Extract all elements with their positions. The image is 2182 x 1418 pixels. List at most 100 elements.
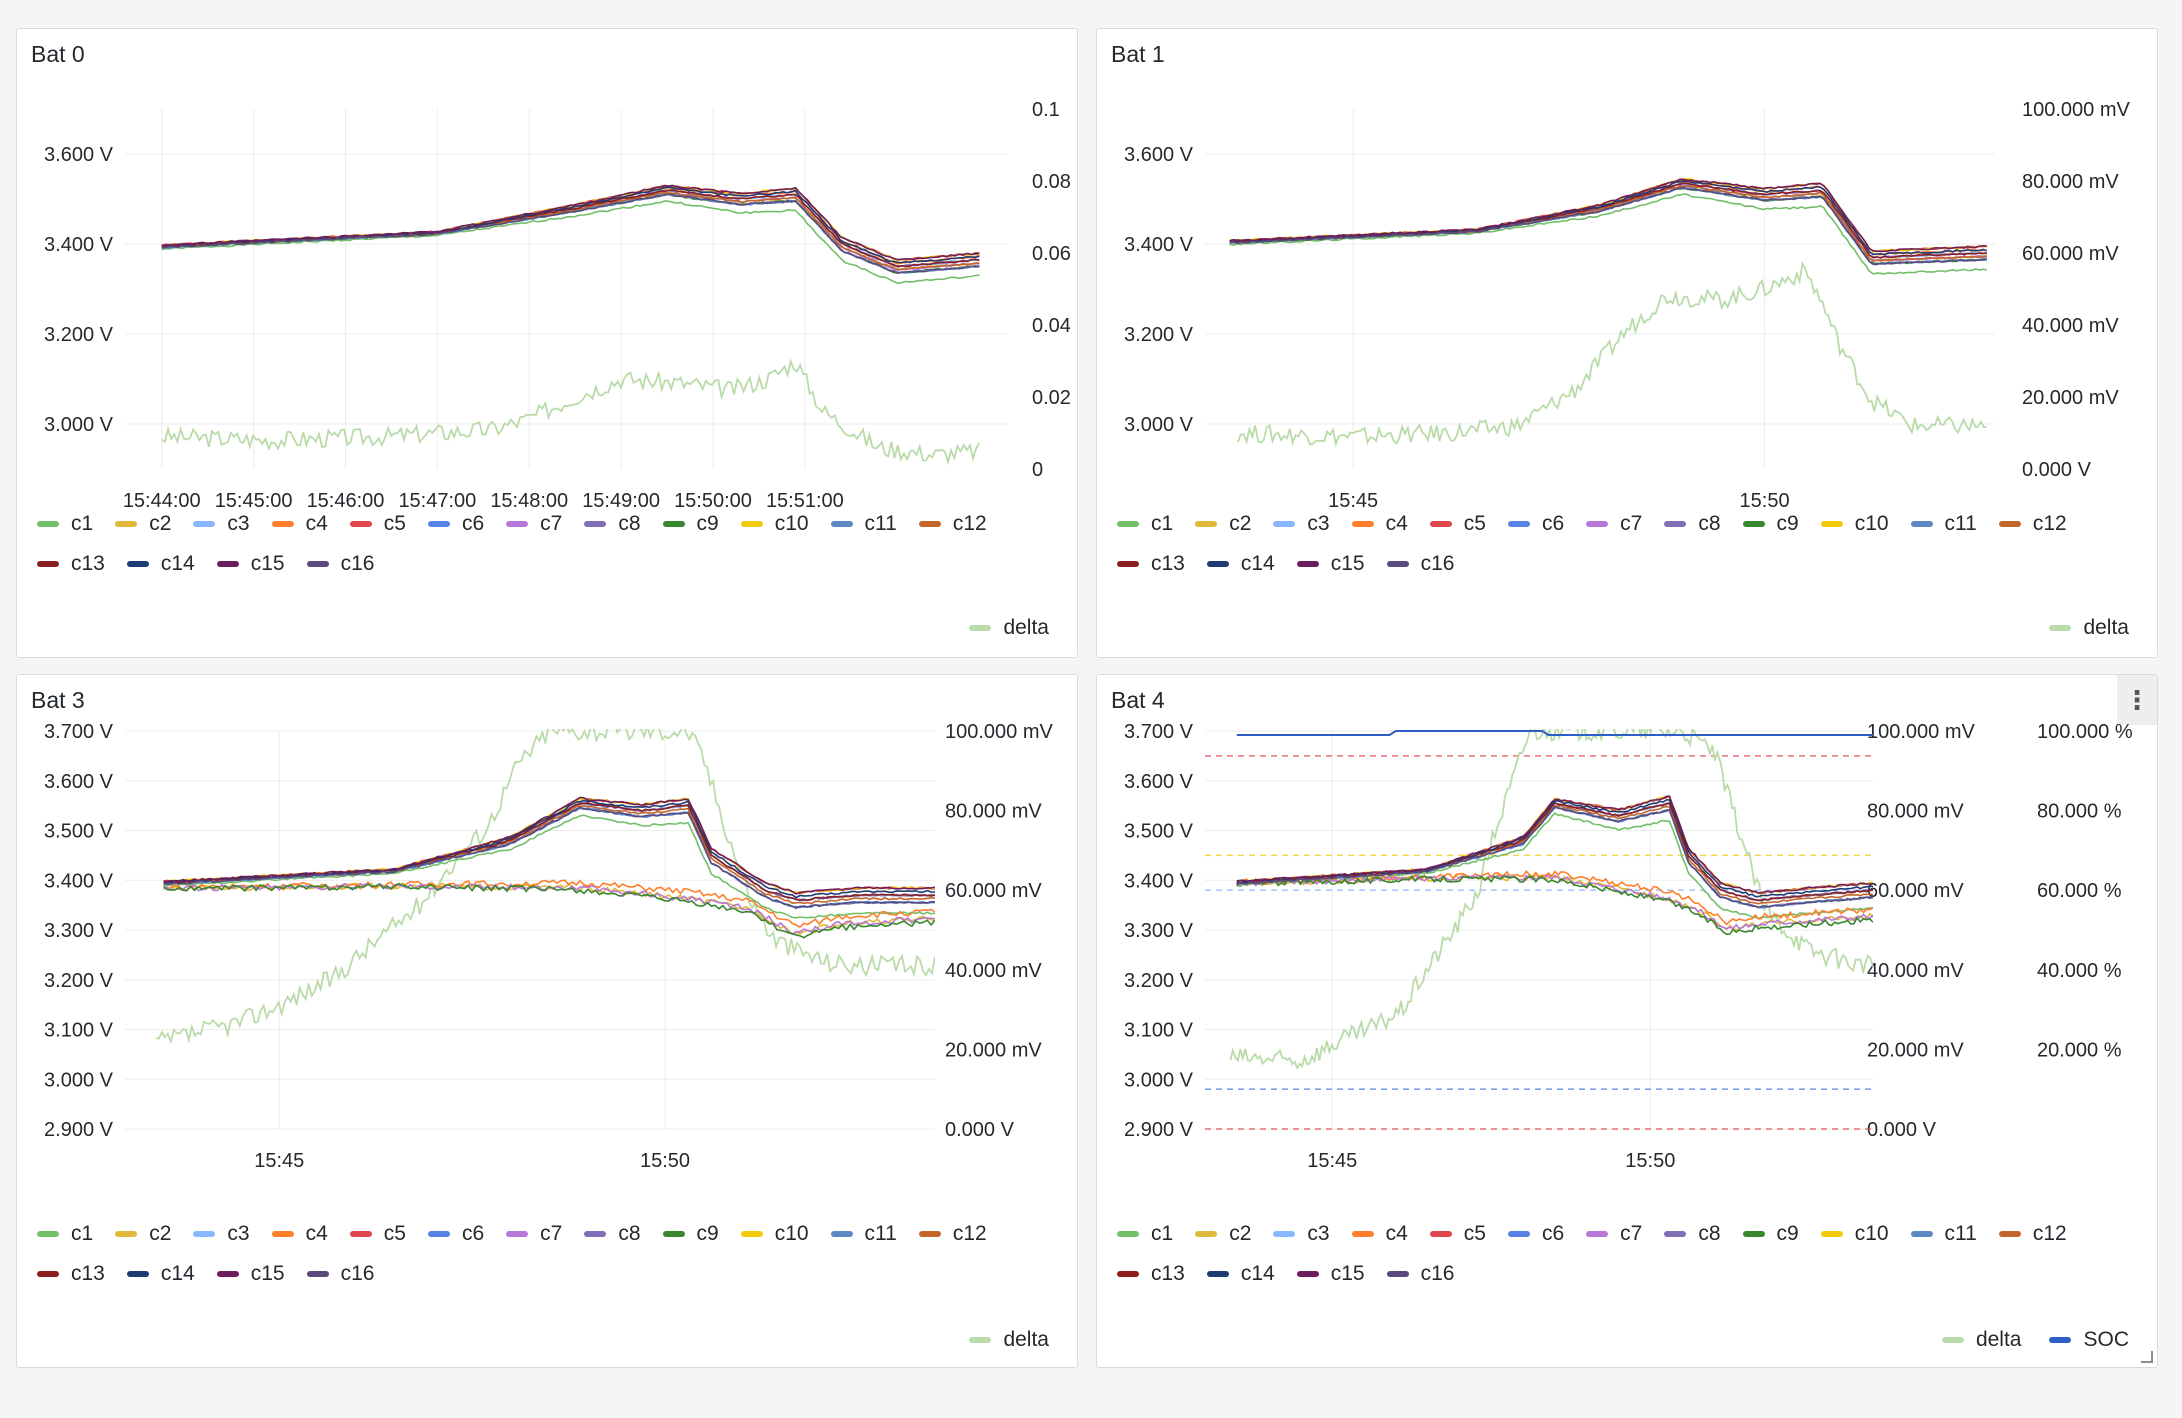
legend-item-c8[interactable]: c8 — [1664, 511, 1721, 537]
legend-right: delta — [2021, 615, 2129, 641]
legend-item-c4[interactable]: c4 — [271, 1221, 328, 1247]
y-left-tick-label: 3.200 V — [1124, 324, 1194, 346]
legend-swatch — [1296, 1271, 1319, 1277]
legend-item-c13[interactable]: c13 — [37, 551, 105, 577]
legend-item-c2[interactable]: c2 — [1195, 511, 1251, 537]
legend-item-c10[interactable]: c10 — [740, 511, 809, 537]
legend-item-c11[interactable]: c11 — [830, 511, 897, 537]
legend-swatch — [37, 1231, 59, 1237]
panel-menu-button[interactable]: ⋮ — [2117, 675, 2157, 725]
legend-item-c6[interactable]: c6 — [427, 511, 484, 537]
legend-item-c11[interactable]: c11 — [830, 1221, 897, 1247]
series-c9 — [163, 882, 935, 939]
legend-item-c15[interactable]: c15 — [216, 1261, 285, 1287]
legend-item-c3[interactable]: c3 — [193, 511, 250, 537]
legend-item-c12[interactable]: c12 — [918, 1221, 987, 1247]
legend-item-delta[interactable]: delta — [2049, 615, 2129, 641]
legend-item-c3[interactable]: c3 — [1273, 511, 1330, 537]
legend-item-c9[interactable]: c9 — [662, 1221, 719, 1247]
legend-item-c2[interactable]: c2 — [115, 511, 171, 537]
legend-swatch — [1386, 1271, 1409, 1277]
legend-item-c16[interactable]: c16 — [306, 551, 374, 577]
legend-item-c6[interactable]: c6 — [427, 1221, 484, 1247]
legend-item-c12[interactable]: c12 — [918, 511, 987, 537]
legend-label: delta — [1003, 616, 1049, 639]
y-left-tick-label: 3.300 V — [44, 920, 114, 942]
series-c1 — [161, 200, 980, 285]
legend-item-delta[interactable]: delta — [969, 1327, 1049, 1353]
legend-item-c13[interactable]: c13 — [37, 1261, 105, 1287]
legend-item-c5[interactable]: c5 — [1429, 1221, 1486, 1247]
legend-item-c12[interactable]: c12 — [1998, 511, 2067, 537]
legend-item-c11[interactable]: c11 — [1910, 1221, 1977, 1247]
legend-item-c7[interactable]: c7 — [506, 1221, 562, 1247]
legend-item-c15[interactable]: c15 — [1296, 1261, 1365, 1287]
series-c8 — [1229, 182, 1988, 259]
legend-item-c13[interactable]: c13 — [1117, 1261, 1185, 1287]
legend-item-c2[interactable]: c2 — [1195, 1221, 1251, 1247]
legend-item-c1[interactable]: c1 — [1117, 1221, 1173, 1247]
legend-item-c1[interactable]: c1 — [37, 511, 93, 537]
legend-item-c5[interactable]: c5 — [349, 1221, 406, 1247]
legend-label: c9 — [1776, 1222, 1799, 1245]
legend-item-c9[interactable]: c9 — [1742, 1221, 1799, 1247]
legend-item-c1[interactable]: c1 — [37, 1221, 93, 1247]
legend-swatch — [1586, 1231, 1609, 1237]
legend-swatch — [1586, 521, 1609, 527]
legend-item-c1[interactable]: c1 — [1117, 511, 1173, 537]
legend-item-c10[interactable]: c10 — [1820, 1221, 1889, 1247]
legend-item-soc[interactable]: SOC — [2049, 1327, 2129, 1353]
legend-item-c7[interactable]: c7 — [506, 511, 562, 537]
legend-item-c16[interactable]: c16 — [1386, 1261, 1454, 1287]
legend-item-c12[interactable]: c12 — [1998, 1221, 2067, 1247]
legend-item-c11[interactable]: c11 — [1910, 511, 1977, 537]
legend-item-c2[interactable]: c2 — [115, 1221, 171, 1247]
legend-item-c5[interactable]: c5 — [1429, 511, 1486, 537]
x-tick-label: 15:50 — [1625, 1150, 1675, 1172]
panel-bat-1: Bat 1 3.600 V 3.400 V 3.200 V 3.000 V 100.00… — [1096, 28, 2158, 658]
panel-title[interactable]: Bat 1 — [1111, 41, 1165, 67]
legend-item-c3[interactable]: c3 — [1273, 1221, 1330, 1247]
legend-item-c10[interactable]: c10 — [1820, 511, 1889, 537]
x-tick-label: 15:44:00 — [123, 490, 201, 512]
legend-item-c4[interactable]: c4 — [1351, 511, 1408, 537]
panel-title[interactable]: Bat 0 — [31, 41, 85, 67]
series-c16 — [1229, 186, 1987, 266]
legend-item-c4[interactable]: c4 — [271, 511, 328, 537]
legend-item-c8[interactable]: c8 — [584, 1221, 641, 1247]
legend-label: c1 — [1151, 512, 1174, 535]
legend-item-c14[interactable]: c14 — [1206, 551, 1275, 577]
series-c13 — [161, 188, 980, 268]
legend-item-c15[interactable]: c15 — [216, 551, 285, 577]
resize-handle[interactable] — [2141, 1351, 2153, 1363]
legend-item-c14[interactable]: c14 — [126, 551, 195, 577]
legend-item-c3[interactable]: c3 — [193, 1221, 250, 1247]
legend-item-c14[interactable]: c14 — [1206, 1261, 1275, 1287]
legend-item-c13[interactable]: c13 — [1117, 551, 1185, 577]
legend-swatch — [740, 1231, 763, 1237]
legend-item-c7[interactable]: c7 — [1586, 511, 1642, 537]
legend-item-c6[interactable]: c6 — [1507, 1221, 1564, 1247]
legend-item-c9[interactable]: c9 — [1742, 511, 1799, 537]
legend-label: c13 — [1151, 552, 1185, 575]
legend-item-delta[interactable]: delta — [969, 615, 1049, 641]
legend-item-c16[interactable]: c16 — [306, 1261, 374, 1287]
legend-item-delta[interactable]: delta — [1941, 1327, 2021, 1353]
legend-item-c8[interactable]: c8 — [584, 511, 641, 537]
legend-item-c9[interactable]: c9 — [662, 511, 719, 537]
legend-item-c5[interactable]: c5 — [349, 511, 406, 537]
legend-item-c8[interactable]: c8 — [1664, 1221, 1721, 1247]
legend-item-c4[interactable]: c4 — [1351, 1221, 1408, 1247]
panel-title[interactable]: Bat 3 — [31, 687, 85, 713]
y-right2-tick-label: 40.000 % — [2037, 960, 2122, 982]
legend-item-c6[interactable]: c6 — [1507, 511, 1564, 537]
legend-swatch — [1206, 561, 1229, 567]
panel-title[interactable]: Bat 4 — [1111, 687, 1165, 713]
legend-item-c10[interactable]: c10 — [740, 1221, 809, 1247]
legend-item-c7[interactable]: c7 — [1586, 1221, 1642, 1247]
legend-item-c14[interactable]: c14 — [126, 1261, 195, 1287]
legend-item-c15[interactable]: c15 — [1296, 551, 1365, 577]
y-left-tick-label: 3.600 V — [1124, 771, 1194, 793]
legend-item-c16[interactable]: c16 — [1386, 551, 1454, 577]
legend-swatch — [1820, 1231, 1843, 1237]
